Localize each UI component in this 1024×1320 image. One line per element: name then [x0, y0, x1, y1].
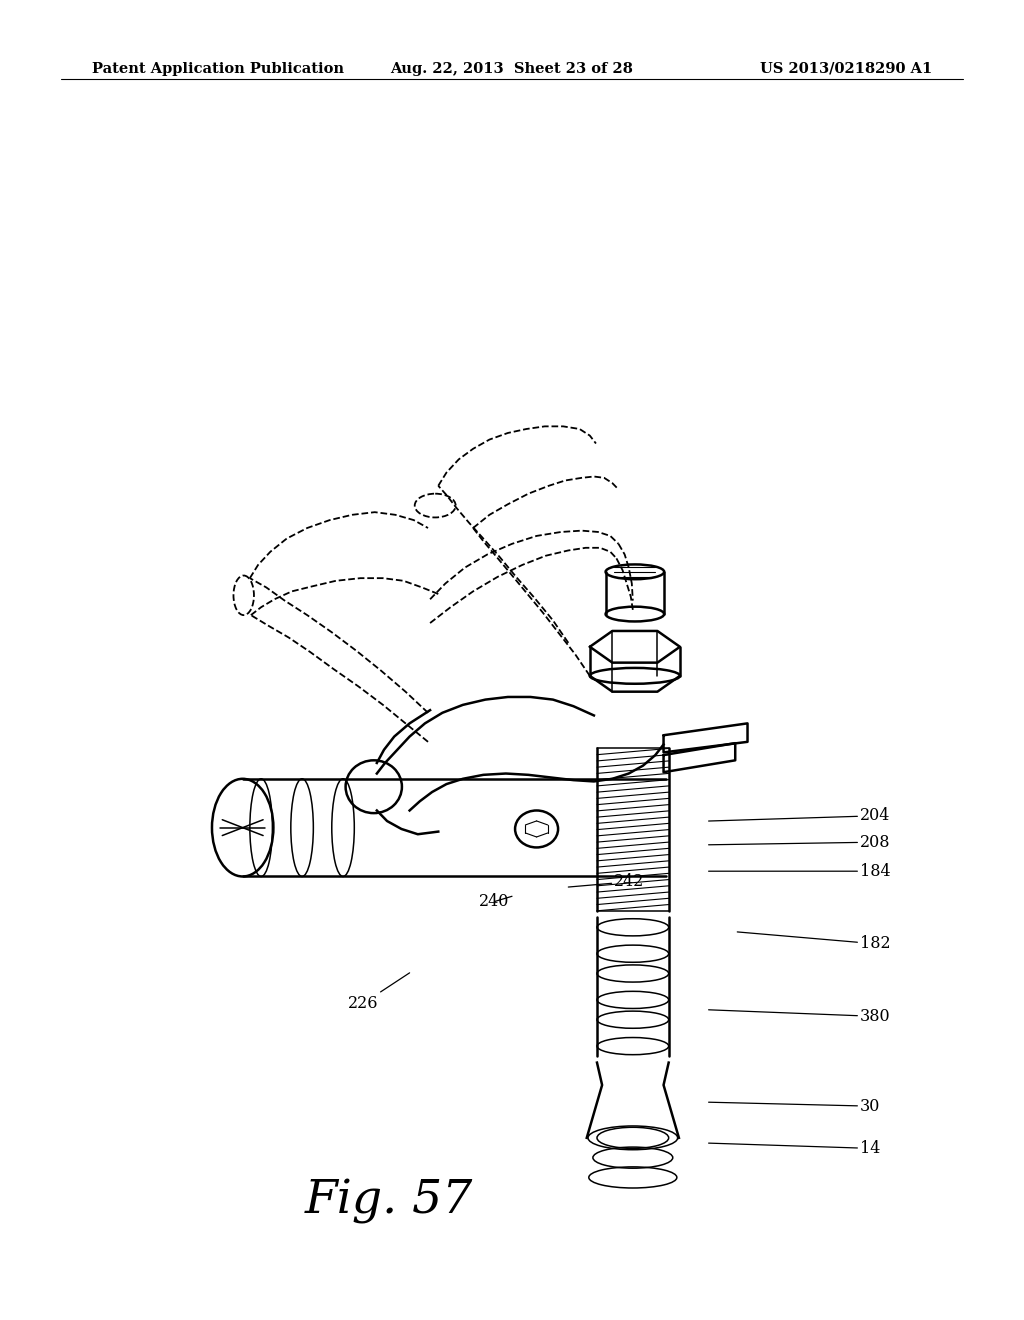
- Text: 380: 380: [709, 1008, 891, 1024]
- Text: 182: 182: [737, 932, 891, 952]
- Ellipse shape: [515, 810, 558, 847]
- Text: 242: 242: [568, 874, 645, 890]
- Text: 14: 14: [709, 1140, 881, 1156]
- Text: 184: 184: [709, 863, 891, 879]
- Text: Aug. 22, 2013  Sheet 23 of 28: Aug. 22, 2013 Sheet 23 of 28: [390, 62, 634, 75]
- Text: Patent Application Publication: Patent Application Publication: [92, 62, 344, 75]
- Text: 240: 240: [479, 894, 512, 909]
- Text: US 2013/0218290 A1: US 2013/0218290 A1: [760, 62, 932, 75]
- Text: 208: 208: [709, 834, 891, 850]
- Text: Fig. 57: Fig. 57: [305, 1179, 473, 1224]
- Text: 204: 204: [709, 808, 891, 824]
- Text: 226: 226: [348, 973, 410, 1011]
- Text: 30: 30: [709, 1098, 881, 1114]
